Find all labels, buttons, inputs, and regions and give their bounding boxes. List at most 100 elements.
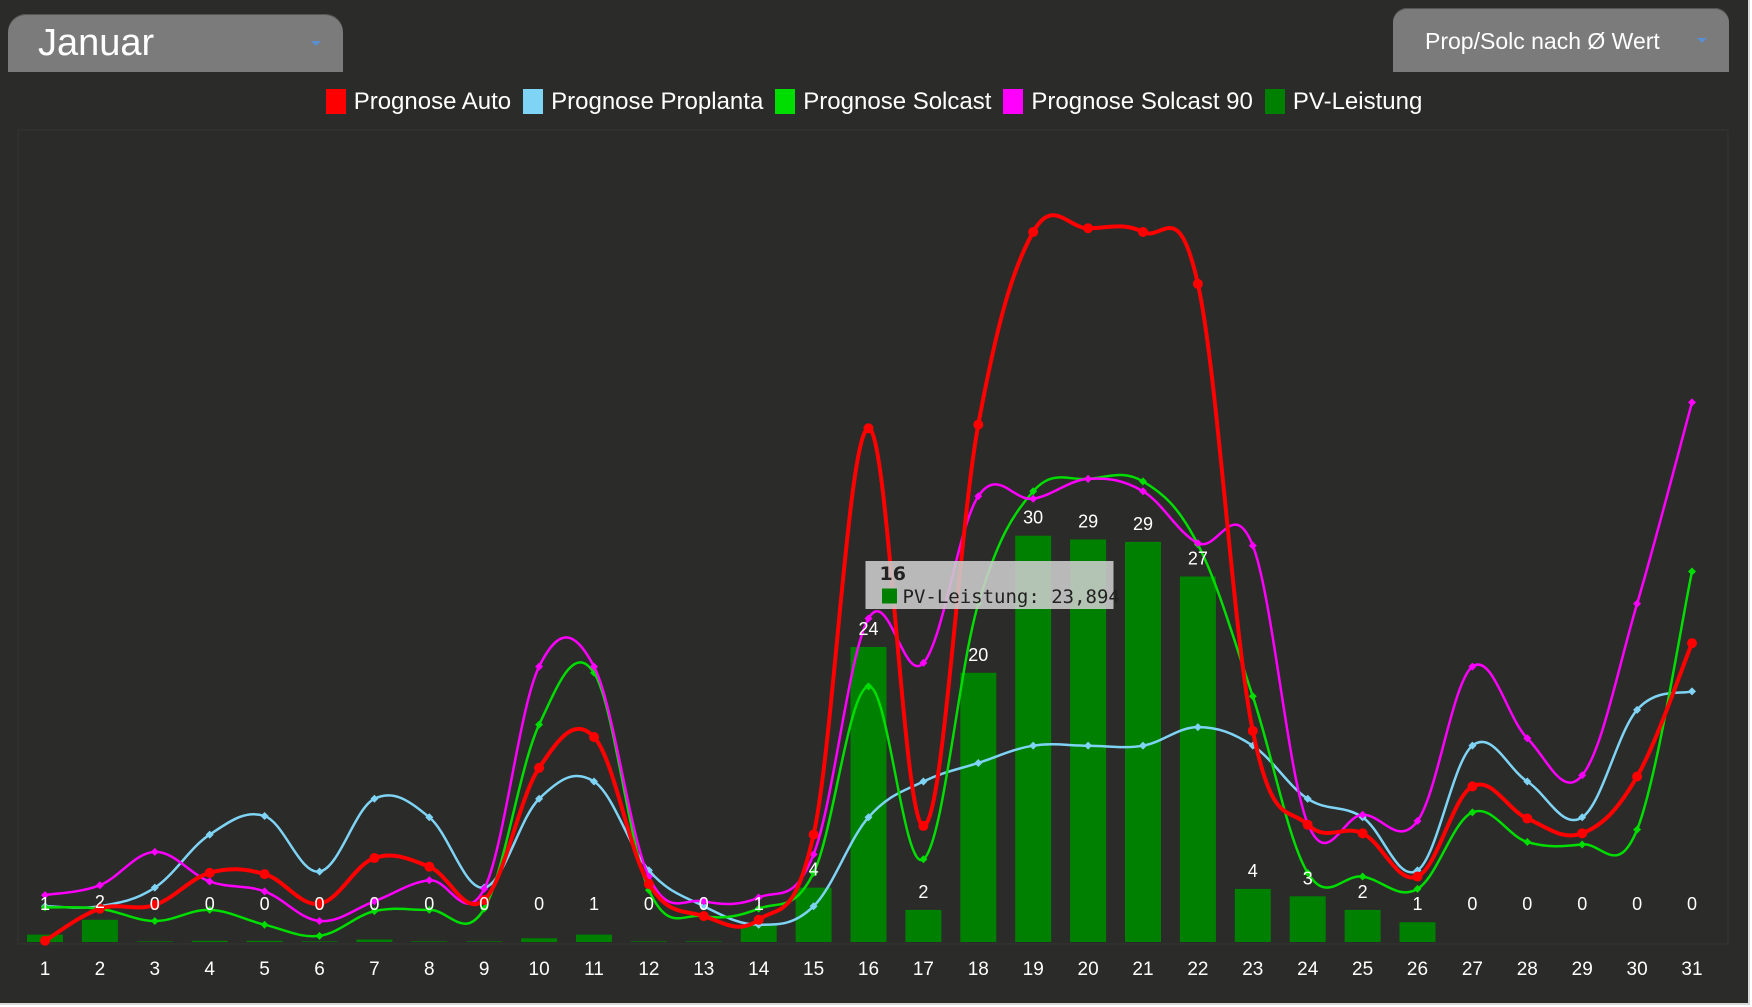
point-prognose-proplanta-15[interactable] [809, 902, 818, 911]
line-prognose-solcast[interactable] [44, 473, 1694, 938]
point-prognose-solcast-90-18[interactable] [974, 492, 983, 501]
point-prognose-proplanta-6[interactable] [315, 867, 324, 876]
bar-pv-leistung-12[interactable] [630, 941, 667, 942]
point-prognose-solcast-10[interactable] [535, 720, 544, 729]
point-prognose-solcast-90-20[interactable] [1084, 474, 1093, 483]
point-prognose-auto-17[interactable] [918, 820, 929, 831]
point-prognose-proplanta-22[interactable] [1193, 723, 1202, 732]
point-prognose-auto-2[interactable] [94, 903, 105, 914]
bar-pv-leistung-17[interactable] [905, 909, 942, 942]
bar-pv-leistung-14[interactable] [740, 924, 777, 942]
point-prognose-solcast-90-10[interactable] [535, 662, 544, 671]
point-prognose-solcast-90-30[interactable] [1633, 599, 1642, 608]
point-prognose-proplanta-21[interactable] [1139, 741, 1147, 750]
point-prognose-proplanta-3[interactable] [150, 883, 159, 892]
point-prognose-proplanta-31[interactable] [1688, 687, 1696, 696]
bar-pv-leistung-22[interactable] [1179, 576, 1216, 942]
point-prognose-solcast-24[interactable] [1303, 868, 1312, 877]
point-prognose-solcast-90-3[interactable] [150, 847, 159, 856]
point-prognose-auto-10[interactable] [534, 762, 545, 773]
bar-pv-leistung-26[interactable] [1399, 922, 1436, 942]
point-prognose-solcast-90-4[interactable] [205, 877, 214, 886]
point-prognose-solcast-90-19[interactable] [1029, 494, 1038, 503]
point-prognose-auto-28[interactable] [1522, 813, 1533, 824]
point-prognose-solcast-8[interactable] [425, 905, 434, 914]
point-prognose-solcast-21[interactable] [1139, 477, 1147, 486]
point-prognose-solcast-90-9[interactable] [480, 884, 489, 893]
bar-pv-leistung-25[interactable] [1344, 909, 1381, 942]
point-prognose-proplanta-29[interactable] [1578, 813, 1587, 822]
point-prognose-solcast-16[interactable] [864, 682, 873, 691]
point-prognose-auto-7[interactable] [369, 853, 380, 864]
mode-select[interactable]: Prop/Solc nach Ø Wert [1393, 8, 1729, 72]
point-prognose-solcast-31[interactable] [1688, 567, 1696, 576]
point-prognose-auto-16[interactable] [863, 423, 874, 434]
point-prognose-proplanta-28[interactable] [1523, 777, 1532, 786]
point-prognose-auto-20[interactable] [1083, 223, 1094, 234]
point-prognose-solcast-90-22[interactable] [1193, 539, 1202, 548]
point-prognose-solcast-4[interactable] [205, 905, 214, 914]
month-select[interactable]: Januar [8, 14, 343, 72]
point-prognose-auto-25[interactable] [1357, 828, 1368, 839]
point-prognose-proplanta-7[interactable] [370, 794, 379, 803]
point-prognose-proplanta-18[interactable] [974, 758, 983, 767]
point-prognose-auto-3[interactable] [149, 899, 160, 910]
point-prognose-solcast-90-17[interactable] [919, 658, 928, 667]
point-prognose-auto-27[interactable] [1467, 781, 1478, 792]
point-prognose-solcast-90-11[interactable] [590, 662, 598, 671]
bar-pv-leistung-2[interactable] [81, 919, 118, 942]
point-prognose-proplanta-10[interactable] [535, 794, 544, 803]
point-prognose-solcast-90-2[interactable] [95, 881, 104, 890]
point-prognose-auto-8[interactable] [424, 861, 435, 872]
point-prognose-solcast-15[interactable] [809, 868, 818, 877]
point-prognose-auto-9[interactable] [479, 895, 490, 906]
point-prognose-solcast-90-23[interactable] [1248, 541, 1257, 550]
bar-pv-leistung-10[interactable] [521, 938, 558, 942]
point-prognose-auto-12[interactable] [643, 878, 654, 889]
point-prognose-auto-13[interactable] [698, 911, 709, 922]
point-prognose-solcast-90-26[interactable] [1413, 816, 1422, 825]
bar-pv-leistung-13[interactable] [685, 941, 722, 942]
point-prognose-auto-11[interactable] [589, 732, 599, 743]
point-prognose-solcast-5[interactable] [260, 920, 269, 929]
bar-pv-leistung-6[interactable] [301, 941, 338, 942]
bar-pv-leistung-3[interactable] [136, 941, 173, 942]
point-prognose-proplanta-13[interactable] [699, 902, 708, 911]
point-prognose-proplanta-20[interactable] [1084, 741, 1093, 750]
point-prognose-auto-5[interactable] [259, 869, 270, 880]
point-prognose-proplanta-17[interactable] [919, 777, 928, 786]
point-prognose-solcast-26[interactable] [1413, 884, 1422, 893]
point-prognose-auto-14[interactable] [753, 914, 764, 925]
bar-pv-leistung-4[interactable] [191, 940, 228, 942]
legend-item-prognose-proplanta[interactable]: Prognose Proplanta [523, 88, 763, 116]
point-prognose-solcast-28[interactable] [1523, 837, 1532, 846]
point-prognose-solcast-90-8[interactable] [425, 876, 434, 885]
legend-item-prognose-solcast-90[interactable]: Prognose Solcast 90 [1003, 88, 1253, 116]
bar-pv-leistung-11[interactable] [576, 934, 612, 942]
bar-pv-leistung-16[interactable] [850, 646, 887, 942]
point-prognose-auto-1[interactable] [40, 935, 50, 946]
legend-item-pv-leistung[interactable]: PV-Leistung [1264, 88, 1422, 116]
point-prognose-solcast-17[interactable] [919, 855, 928, 864]
point-prognose-solcast-90-6[interactable] [315, 917, 324, 926]
point-prognose-auto-6[interactable] [314, 898, 325, 909]
point-prognose-solcast-19[interactable] [1029, 487, 1038, 496]
point-prognose-proplanta-5[interactable] [260, 812, 269, 821]
point-prognose-solcast-1[interactable] [41, 903, 49, 912]
point-prognose-auto-18[interactable] [973, 419, 984, 430]
point-prognose-solcast-90-29[interactable] [1578, 771, 1587, 780]
point-prognose-solcast-90-25[interactable] [1358, 810, 1367, 819]
bar-pv-leistung-8[interactable] [411, 941, 448, 942]
point-prognose-proplanta-30[interactable] [1633, 705, 1642, 714]
point-prognose-auto-4[interactable] [204, 867, 215, 878]
point-prognose-auto-22[interactable] [1192, 278, 1203, 289]
point-prognose-solcast-90-7[interactable] [370, 897, 379, 906]
bar-pv-leistung-9[interactable] [466, 941, 503, 942]
point-prognose-solcast-30[interactable] [1633, 825, 1642, 834]
point-prognose-auto-15[interactable] [808, 829, 819, 840]
point-prognose-solcast-90-27[interactable] [1468, 662, 1477, 671]
point-prognose-auto-31[interactable] [1687, 638, 1697, 649]
point-prognose-auto-29[interactable] [1577, 828, 1588, 839]
point-prognose-solcast-90-15[interactable] [809, 850, 818, 859]
point-prognose-solcast-27[interactable] [1468, 808, 1477, 817]
